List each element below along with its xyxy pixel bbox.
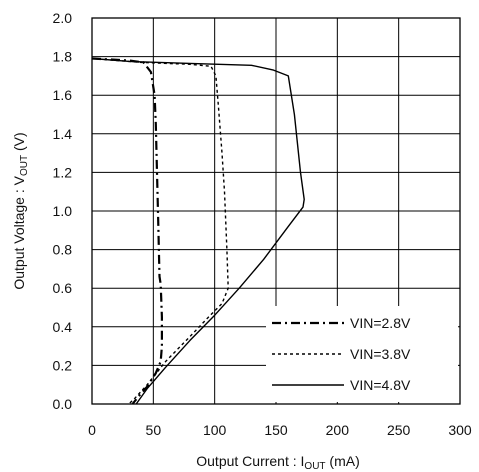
series-lines bbox=[91, 57, 305, 405]
y-axis-title-sub: OUT bbox=[19, 155, 30, 176]
plot-area: VIN=2.8V VIN=3.8V VIN=4.8V bbox=[91, 17, 461, 405]
y-tick-label: 1.0 bbox=[53, 203, 73, 219]
x-tick-label: 200 bbox=[326, 422, 350, 438]
y-tick-label: 0.6 bbox=[53, 280, 73, 296]
y-tick-label: 0.2 bbox=[53, 357, 73, 373]
y-tick-label: 1.8 bbox=[53, 49, 73, 65]
legend-label: VIN=3.8V bbox=[350, 346, 411, 362]
x-axis-ticks: 0 50 100 150 200 250 300 bbox=[88, 422, 472, 438]
series-line-3 bbox=[91, 57, 305, 405]
y-tick-label: 2.0 bbox=[53, 10, 73, 26]
x-axis-title-unit: (mA) bbox=[326, 453, 360, 469]
y-tick-label: 0.8 bbox=[53, 242, 73, 258]
y-axis-ticks: 0.0 0.2 0.4 0.6 0.8 1.0 1.2 1.4 1.6 1.8 2.0 bbox=[53, 10, 73, 412]
y-axis-title-main: Output Voltage : V bbox=[11, 175, 27, 289]
series-line-1 bbox=[91, 57, 163, 405]
x-tick-label: 250 bbox=[387, 422, 411, 438]
legend-label: VIN=2.8V bbox=[350, 315, 411, 331]
y-tick-label: 0.0 bbox=[53, 396, 73, 412]
legend-label: VIN=4.8V bbox=[350, 377, 411, 393]
y-tick-label: 1.4 bbox=[53, 126, 73, 142]
y-axis-title: Output Voltage : VOUT (V) bbox=[11, 132, 30, 289]
x-tick-label: 50 bbox=[146, 422, 162, 438]
y-tick-label: 1.2 bbox=[53, 164, 73, 180]
x-axis-title: Output Current : IOUT (mA) bbox=[196, 453, 360, 472]
x-axis-title-sub: OUT bbox=[304, 461, 325, 472]
series-line-2 bbox=[91, 57, 229, 405]
x-axis-title-main: Output Current : I bbox=[196, 453, 304, 469]
x-tick-label: 150 bbox=[264, 422, 288, 438]
x-tick-label: 100 bbox=[203, 422, 227, 438]
x-tick-label: 0 bbox=[88, 422, 96, 438]
y-tick-label: 0.4 bbox=[53, 319, 73, 335]
x-tick-label: 300 bbox=[448, 422, 472, 438]
y-tick-label: 1.6 bbox=[53, 87, 73, 103]
y-axis-title-unit: (V) bbox=[11, 132, 27, 155]
legend: VIN=2.8V VIN=3.8V VIN=4.8V bbox=[266, 306, 458, 402]
